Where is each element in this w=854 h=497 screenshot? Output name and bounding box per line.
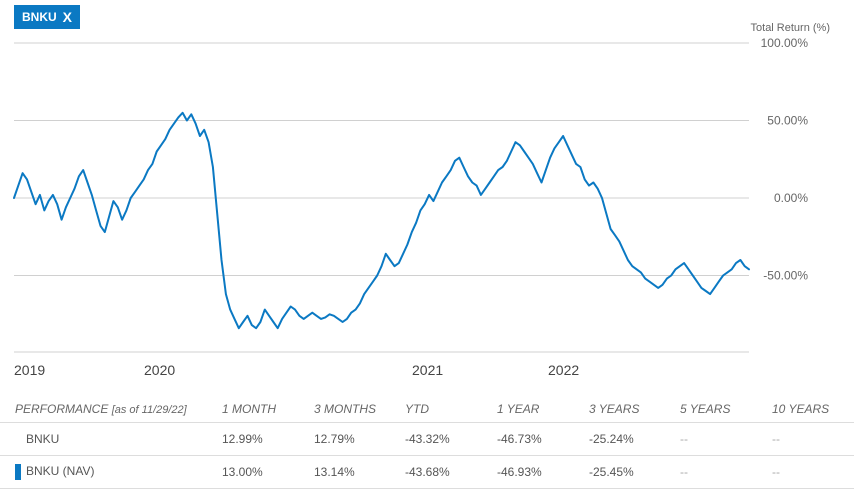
x-tick-label: 2019 <box>14 362 45 378</box>
gridlines <box>14 42 749 353</box>
x-tick-label: 2020 <box>144 362 175 378</box>
y-tick-label: -50.00% <box>763 269 808 283</box>
col-header-5-years: 5 YEARS <box>680 402 731 416</box>
series-color-marker <box>15 464 21 480</box>
performance-header-row: PERFORMANCE [as of 11/29/22] 1 MONTH 3 M… <box>0 396 854 422</box>
cell-3-months: 12.79% <box>314 432 355 446</box>
y-tick-label: 0.00% <box>774 191 808 205</box>
x-tick-label: 2022 <box>548 362 579 378</box>
x-tick-labels: 2019 2020 2021 2022 <box>14 362 579 378</box>
cell-3-years: -25.24% <box>589 432 634 446</box>
cell-1-year: -46.93% <box>497 465 542 479</box>
cell-10-years: -- <box>772 465 780 479</box>
performance-table: PERFORMANCE [as of 11/29/22] 1 MONTH 3 M… <box>0 396 854 489</box>
col-header-3-years: 3 YEARS <box>589 402 640 416</box>
cell-3-months: 13.14% <box>314 465 355 479</box>
table-row: BNKU (NAV) 13.00% 13.14% -43.68% -46.93%… <box>0 455 854 489</box>
cell-1-month: 13.00% <box>222 465 263 479</box>
x-tick-label: 2021 <box>412 362 443 378</box>
col-header-ytd: YTD <box>405 402 429 416</box>
col-header-3-months: 3 MONTHS <box>314 402 377 416</box>
col-header-10-years: 10 YEARS <box>772 402 830 416</box>
row-name: BNKU <box>26 432 60 446</box>
y-tick-label: 100.00% <box>761 36 809 50</box>
cell-10-years: -- <box>772 432 780 446</box>
ticker-chip[interactable]: BNKU X <box>14 5 81 29</box>
row-name: BNKU (NAV) <box>15 464 94 480</box>
cell-ytd: -43.68% <box>405 465 450 479</box>
close-icon[interactable]: X <box>62 9 73 25</box>
y-tick-label: 50.00% <box>767 114 808 128</box>
col-header-1-month: 1 MONTH <box>222 402 276 416</box>
ticker-label: BNKU <box>22 10 57 24</box>
cell-5-years: -- <box>680 465 688 479</box>
series-line-bnku <box>13 111 750 330</box>
table-row: BNKU 12.99% 12.79% -43.32% -46.73% -25.2… <box>0 422 854 455</box>
y-axis-label: Total Return (%) <box>751 22 830 34</box>
performance-title: PERFORMANCE [as of 11/29/22] <box>15 402 187 416</box>
total-return-chart: Total Return (%) 100.00% 50.00% 0.00% -50.0… <box>13 22 830 378</box>
y-tick-labels: 100.00% 50.00% 0.00% -50.00% <box>761 36 809 283</box>
col-header-1-year: 1 YEAR <box>497 402 540 416</box>
cell-1-year: -46.73% <box>497 432 542 446</box>
cell-1-month: 12.99% <box>222 432 263 446</box>
cell-5-years: -- <box>680 432 688 446</box>
cell-3-years: -25.45% <box>589 465 634 479</box>
cell-ytd: -43.32% <box>405 432 450 446</box>
